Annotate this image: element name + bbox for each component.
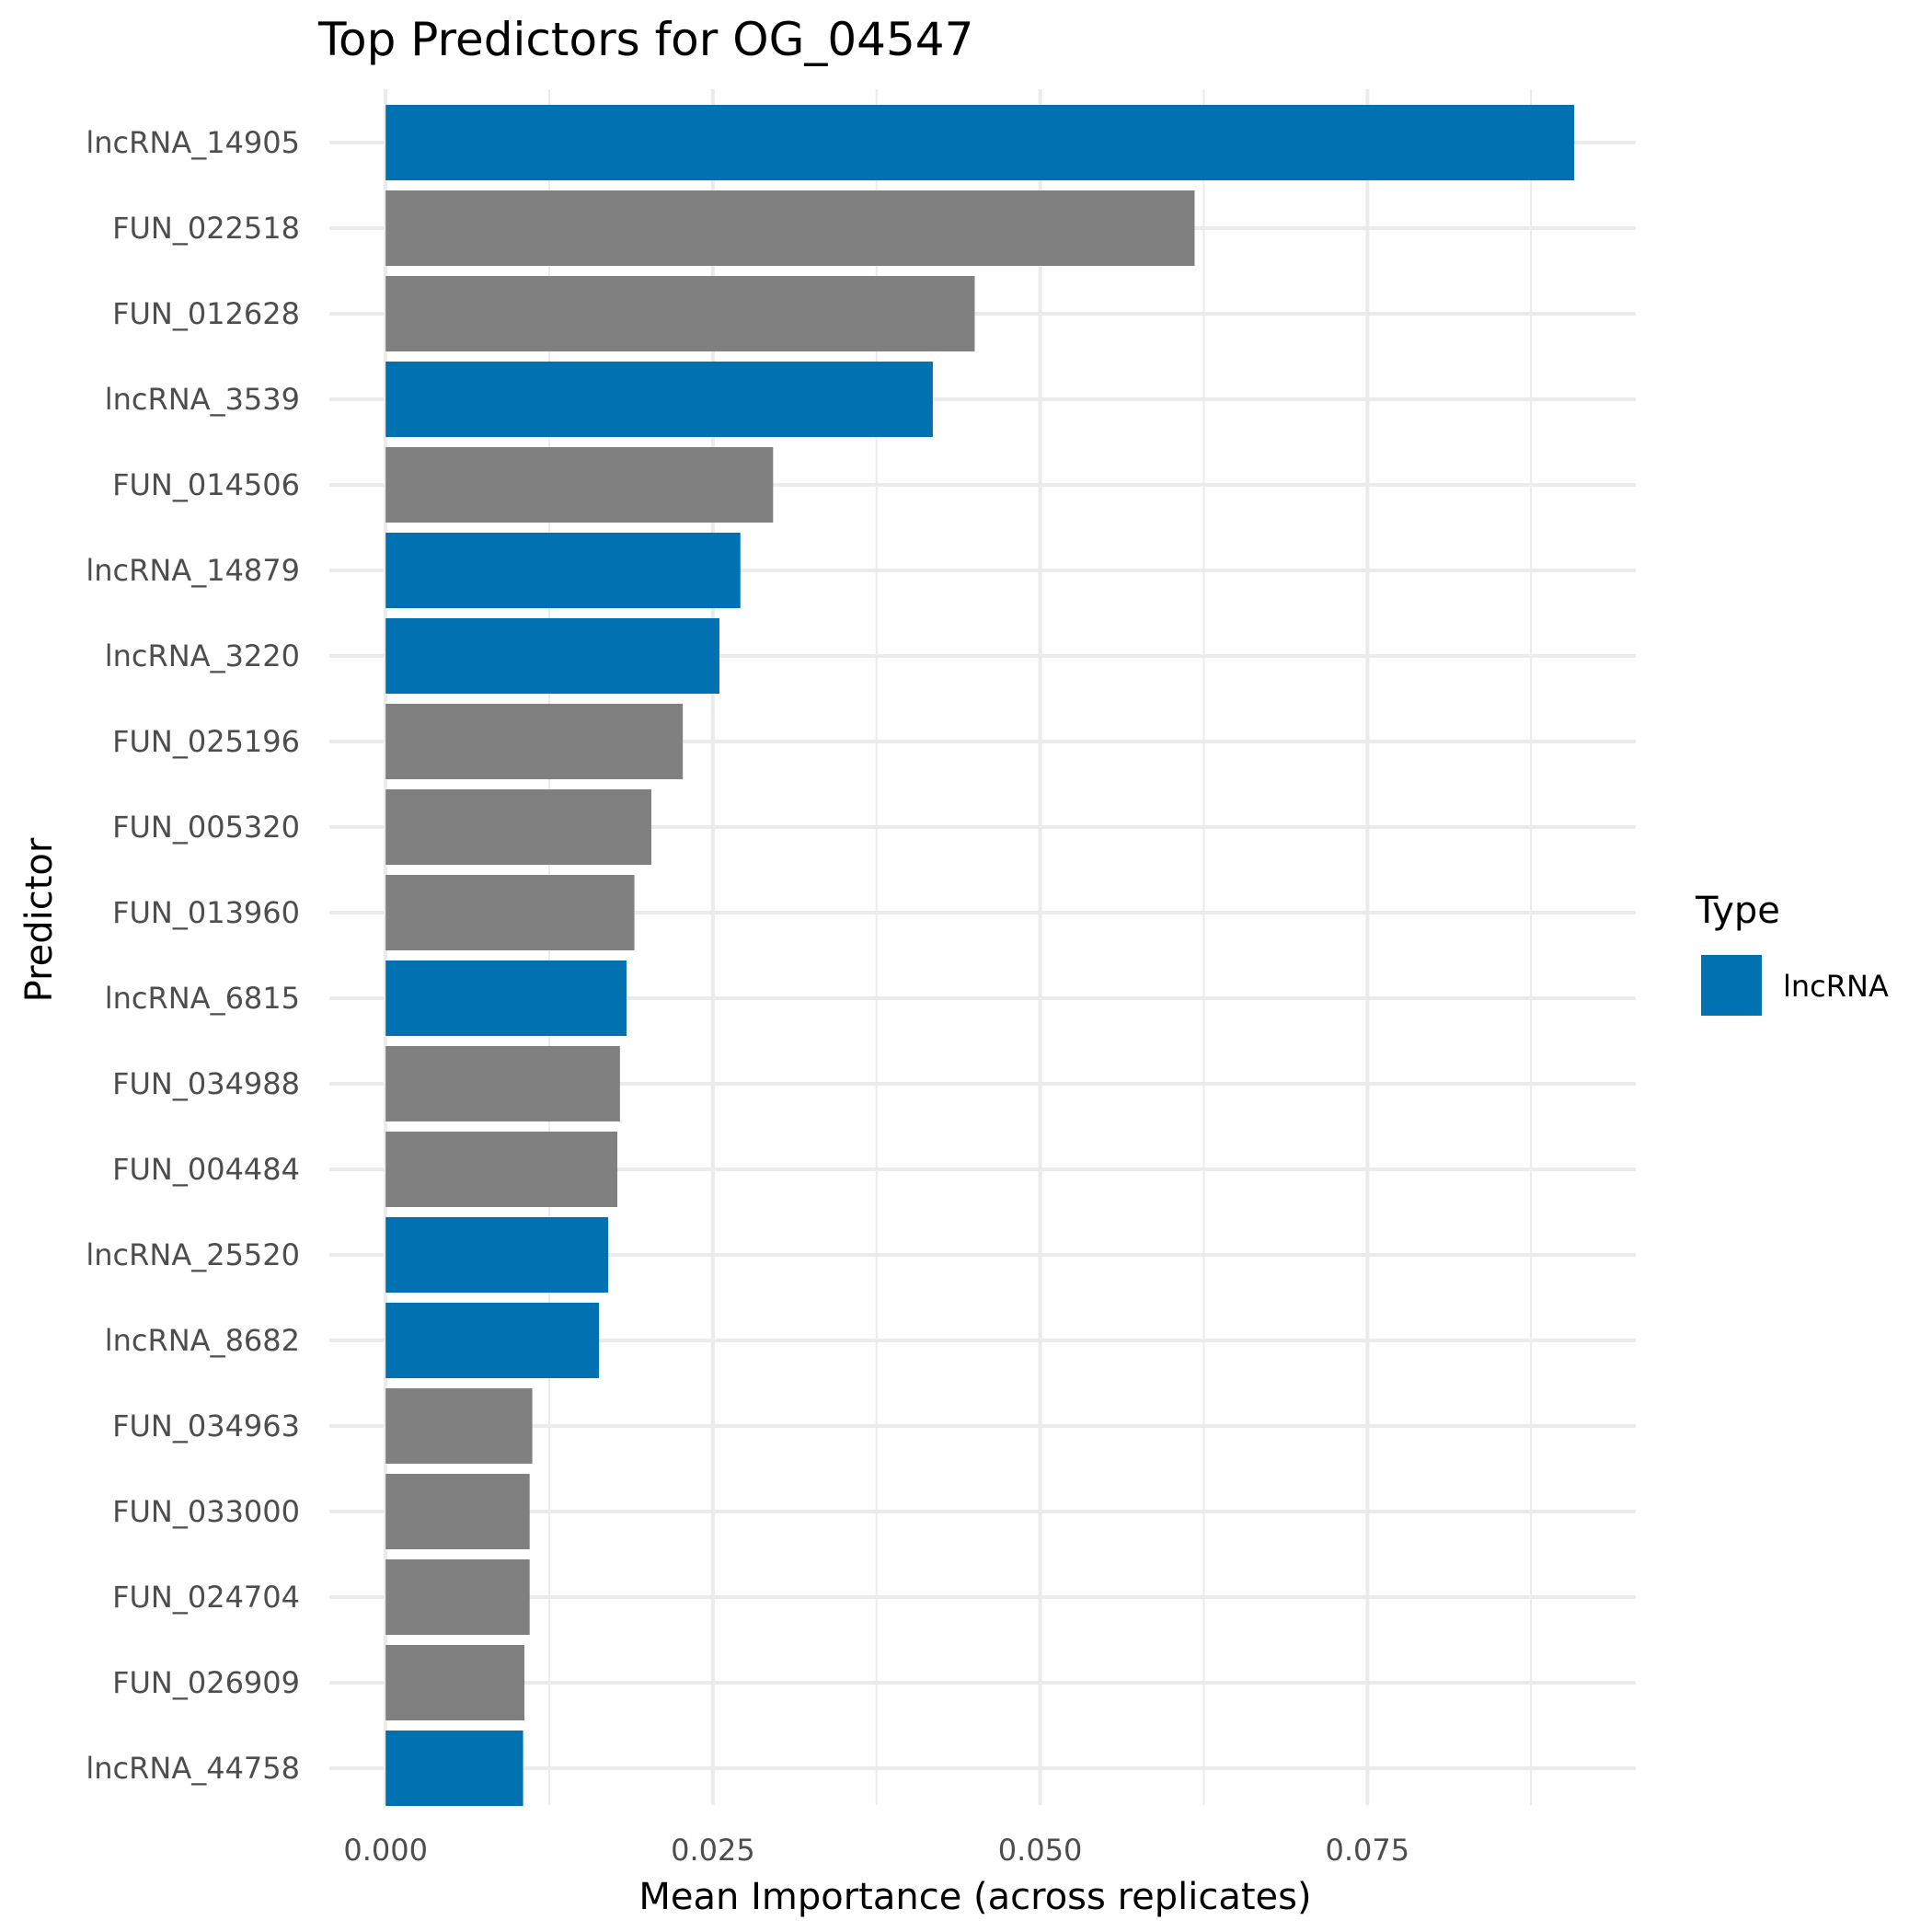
x-axis-title: Mean Importance (across replicates) xyxy=(638,1876,1311,1918)
legend-label-lncrna: lncRNA xyxy=(1783,969,1889,1004)
y-tick-label: FUN_025196 xyxy=(112,724,300,759)
legend-title: Type xyxy=(1695,890,1780,932)
bar-fun_012628 xyxy=(385,276,975,351)
bar-lncrna_6815 xyxy=(385,960,627,1036)
legend: Type lncRNA xyxy=(1695,890,1889,1016)
x-tick-label: 0.025 xyxy=(671,1833,755,1868)
bar-lncrna_8682 xyxy=(385,1303,600,1378)
x-axis-tick-labels: 0.000 0.025 0.050 0.075 xyxy=(343,1833,1409,1868)
x-tick-label: 0.075 xyxy=(1326,1833,1410,1868)
bar-lncrna_14905 xyxy=(385,105,1575,180)
y-tick-label: lncRNA_25520 xyxy=(86,1237,300,1272)
y-tick-label: lncRNA_8682 xyxy=(105,1323,300,1358)
bar-lncrna_3220 xyxy=(385,618,720,694)
y-tick-label: FUN_013960 xyxy=(112,895,300,930)
bars xyxy=(385,105,1575,1806)
y-tick-label: FUN_034988 xyxy=(112,1066,300,1101)
x-tick-label: 0.050 xyxy=(998,1833,1083,1868)
y-tick-label: lncRNA_3220 xyxy=(105,638,300,673)
bar-fun_034963 xyxy=(385,1388,533,1464)
y-tick-label: lncRNA_3539 xyxy=(105,382,300,417)
bar-lncrna_3539 xyxy=(385,362,933,437)
bar-lncrna_25520 xyxy=(385,1217,609,1293)
bar-lncrna_14879 xyxy=(385,533,741,608)
y-tick-label: lncRNA_14879 xyxy=(86,553,300,588)
bar-fun_034988 xyxy=(385,1046,620,1121)
bar-fun_033000 xyxy=(385,1474,530,1549)
bar-fun_005320 xyxy=(385,789,652,865)
bar-fun_013960 xyxy=(385,875,635,950)
legend-swatch-lncrna xyxy=(1701,955,1762,1016)
y-tick-label: FUN_004484 xyxy=(112,1152,300,1187)
y-axis-title: Predictor xyxy=(18,837,61,1002)
y-tick-label: FUN_022518 xyxy=(112,211,300,246)
y-tick-label: lncRNA_6815 xyxy=(105,981,300,1016)
y-tick-label: lncRNA_14905 xyxy=(86,125,300,160)
bar-fun_004484 xyxy=(385,1132,618,1207)
chart-title: Top Predictors for OG_04547 xyxy=(317,13,973,66)
bar-fun_022518 xyxy=(385,190,1195,266)
y-tick-label: FUN_005320 xyxy=(112,810,300,845)
y-tick-label: lncRNA_44758 xyxy=(86,1751,300,1786)
y-tick-label: FUN_014506 xyxy=(112,467,300,502)
bar-lncrna_44758 xyxy=(385,1731,523,1806)
y-tick-label: FUN_033000 xyxy=(112,1494,300,1529)
bar-fun_026909 xyxy=(385,1645,525,1720)
y-axis-tick-labels: lncRNA_14905 FUN_022518 FUN_012628 lncRNA_3… xyxy=(86,125,300,1786)
y-tick-label: FUN_034963 xyxy=(112,1409,300,1443)
bar-fun_025196 xyxy=(385,704,684,779)
y-tick-label: FUN_024704 xyxy=(112,1580,300,1615)
y-tick-label: FUN_026909 xyxy=(112,1665,300,1700)
bar-fun_014506 xyxy=(385,447,774,523)
bar-fun_024704 xyxy=(385,1559,530,1635)
x-tick-label: 0.000 xyxy=(343,1833,428,1868)
y-tick-label: FUN_012628 xyxy=(112,296,300,331)
